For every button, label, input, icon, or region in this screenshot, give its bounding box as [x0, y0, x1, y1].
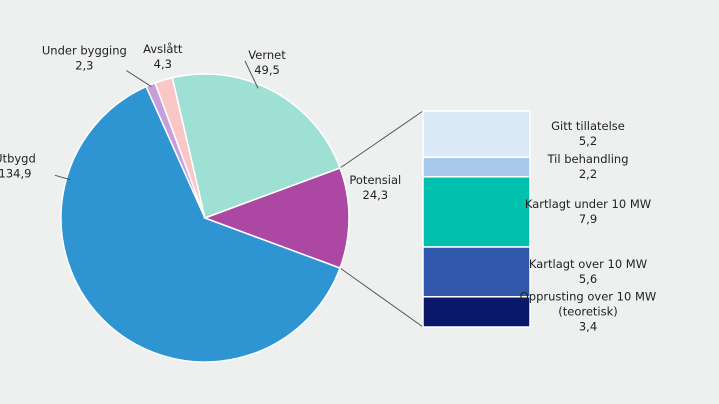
- pie-label-potensial-value: 24,3: [363, 188, 389, 202]
- pie-chart: [60, 73, 350, 363]
- bar-label-til-behandling-value: 2,2: [579, 167, 597, 181]
- pie-label-utbygd-leader: [54, 174, 71, 181]
- bar-label-kartlagt-over-10-mw: Kartlagt over 10 MW: [529, 257, 647, 271]
- bar-label-gitt-tillatelse: Gitt tillatelse: [551, 119, 625, 133]
- pie-slice-vernet: [171, 73, 342, 219]
- connector-line-bottom: [339, 267, 424, 328]
- pie-label-vernet-value: 49,5: [254, 63, 280, 77]
- bar-segment-til-behandling: [422, 156, 531, 178]
- bar-segment-kartlagt-over-10-mw: [422, 246, 531, 298]
- pie-label-avsl-tt-label: Avslått: [143, 42, 183, 56]
- pie-label-under-bygging-value: 2,3: [75, 59, 93, 73]
- bar-label-opprusting-over-10-mw-teoretisk: Opprusting over 10 MW: [520, 289, 657, 303]
- bar-label-opprusting-over-10-mw-teoretisk-value: 3,4: [579, 319, 597, 333]
- bar-label-kartlagt-under-10-mw: Kartlagt under 10 MW: [525, 197, 651, 211]
- bar-segment-kartlagt-under-10-mw: [422, 176, 531, 248]
- bar-label-kartlagt-over-10-mw-value: 5,6: [579, 272, 597, 286]
- pie-label-vernet-label: Vernet: [248, 48, 286, 62]
- pie-label-potensial-label: Potensial: [349, 173, 401, 187]
- bar-label-gitt-tillatelse-value: 5,2: [579, 134, 597, 148]
- bar-label-til-behandling: Til behandling: [547, 152, 629, 166]
- pie-label-avsl-tt-value: 4,3: [154, 57, 172, 71]
- pie-label-utbygd-value: 134,9: [0, 166, 31, 180]
- bar-segment-opprusting-over-10-mw-teoretisk: [422, 296, 531, 328]
- bar-segment-gitt-tillatelse: [422, 110, 531, 158]
- connector-line-top: [339, 110, 424, 169]
- pie-label-under-bygging-leader: [126, 70, 152, 87]
- connector-lines: [339, 110, 424, 328]
- pie-label-vernet-leader: [244, 60, 259, 89]
- stacked-breakdown-bar: [422, 110, 531, 328]
- bar-label-kartlagt-under-10-mw-value: 7,9: [579, 212, 597, 226]
- bar-label-opprusting-over-10-mw-teoretisk-line1: (teoretisk): [558, 304, 618, 318]
- pie-slice-utbygd: [60, 85, 342, 363]
- pie-label-utbygd-label: Utbygd: [0, 151, 36, 165]
- pie-slice-potensial: [202, 167, 350, 269]
- pie-label-under-bygging-label: Under bygging: [42, 44, 127, 58]
